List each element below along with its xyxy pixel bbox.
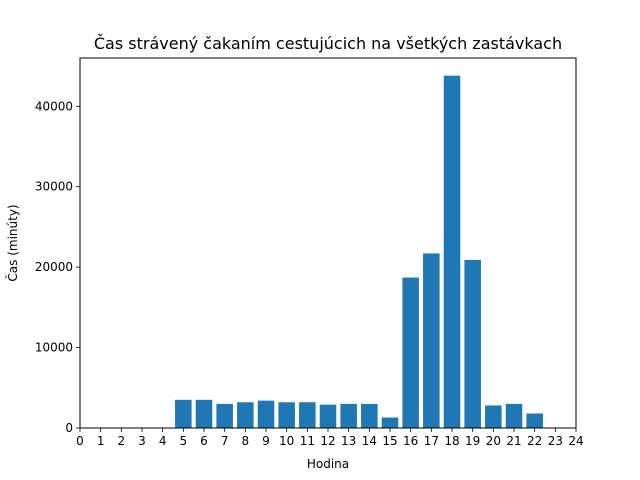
x-tick-label: 1 bbox=[97, 434, 105, 448]
x-tick-label: 2 bbox=[118, 434, 126, 448]
y-tick-label: 0 bbox=[65, 421, 73, 435]
bar-hour-20 bbox=[485, 405, 502, 428]
x-tick-label: 20 bbox=[486, 434, 501, 448]
y-tick-label: 40000 bbox=[35, 99, 73, 113]
bar-hour-7 bbox=[216, 403, 233, 428]
x-tick-label: 23 bbox=[548, 434, 563, 448]
x-tick-label: 22 bbox=[527, 434, 542, 448]
bar-hour-18 bbox=[443, 75, 461, 429]
x-axis-ticks: 0 1 2 3 4 5 6 7 8 9 10 11 12 13 14 15 16 17 18 19 20 21 22 23 24 bbox=[76, 428, 584, 448]
x-tick-label: 4 bbox=[159, 434, 167, 448]
x-tick-label: 15 bbox=[382, 434, 397, 448]
bar-hour-10 bbox=[278, 402, 295, 428]
x-tick-label: 13 bbox=[341, 434, 356, 448]
bar-hour-6 bbox=[195, 399, 213, 428]
bar-hour-9 bbox=[257, 400, 275, 428]
x-tick-label: 18 bbox=[444, 434, 459, 448]
bars-group bbox=[175, 75, 543, 429]
bar-hour-21 bbox=[505, 403, 523, 428]
bar-hour-15 bbox=[381, 417, 399, 428]
bar-hour-17 bbox=[423, 253, 440, 428]
bar-hour-16 bbox=[402, 277, 419, 428]
x-tick-label: 6 bbox=[200, 434, 208, 448]
x-tick-label: 19 bbox=[465, 434, 480, 448]
x-tick-label: 10 bbox=[279, 434, 294, 448]
x-tick-label: 5 bbox=[180, 434, 188, 448]
x-tick-label: 16 bbox=[403, 434, 418, 448]
x-tick-label: 0 bbox=[76, 434, 84, 448]
bar-hour-11 bbox=[299, 402, 316, 428]
y-tick-label: 10000 bbox=[35, 341, 73, 355]
x-axis-label: Hodina bbox=[307, 457, 349, 471]
x-tick-label: 9 bbox=[262, 434, 270, 448]
bar-hour-8 bbox=[237, 402, 254, 428]
bar-hour-19 bbox=[464, 259, 481, 428]
bar-hour-22 bbox=[526, 413, 543, 428]
x-tick-label: 17 bbox=[424, 434, 439, 448]
x-tick-label: 21 bbox=[506, 434, 521, 448]
x-tick-label: 3 bbox=[138, 434, 146, 448]
x-tick-label: 8 bbox=[242, 434, 250, 448]
x-tick-label: 14 bbox=[362, 434, 377, 448]
x-tick-label: 12 bbox=[320, 434, 335, 448]
x-tick-label: 11 bbox=[300, 434, 315, 448]
bar-hour-13 bbox=[340, 403, 357, 428]
y-tick-label: 30000 bbox=[35, 180, 73, 194]
plot-frame bbox=[79, 57, 577, 429]
bar-hour-5 bbox=[175, 399, 192, 428]
y-tick-label: 20000 bbox=[35, 260, 73, 274]
chart-title: Čas strávený čakaním cestujúcich na všet… bbox=[94, 34, 562, 53]
y-axis-label: Čas (minúty) bbox=[5, 204, 20, 281]
y-axis-ticks: 0 10000 20000 30000 40000 bbox=[35, 99, 80, 435]
x-tick-label: 7 bbox=[221, 434, 229, 448]
bar-hour-14 bbox=[361, 403, 378, 428]
bar-hour-12 bbox=[319, 404, 337, 428]
x-tick-label: 24 bbox=[568, 434, 583, 448]
